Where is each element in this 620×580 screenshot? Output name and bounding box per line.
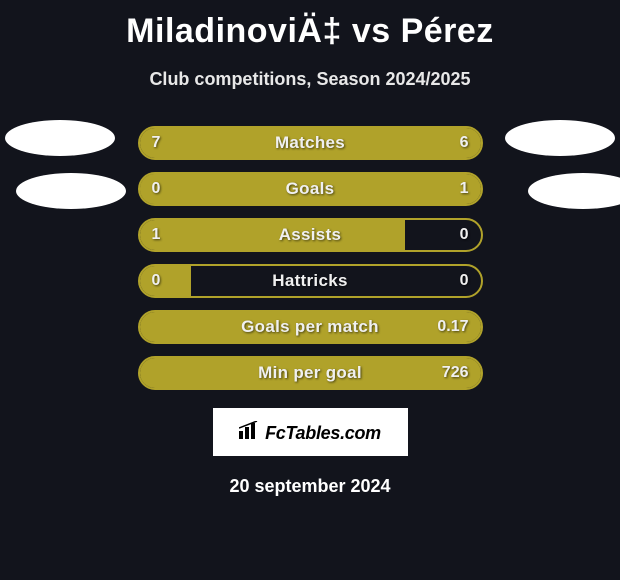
stat-label: Goals	[286, 179, 335, 199]
comparison-title: MiladinoviÄ‡ vs Pérez	[0, 0, 620, 51]
club-badge-left-2	[16, 173, 126, 209]
stat-value-right: 6	[460, 134, 469, 152]
stat-fill-right	[324, 128, 481, 158]
stat-label: Matches	[275, 133, 345, 153]
stat-value-right: 0	[460, 272, 469, 290]
stat-fill-left	[140, 266, 191, 296]
stat-row-assists: 1 Assists 0	[138, 218, 483, 252]
stat-fill-left	[140, 220, 406, 250]
stat-row-min-per-goal: Min per goal 726	[138, 356, 483, 390]
stat-value-right: 0	[460, 226, 469, 244]
logo-text: FcTables.com	[239, 421, 381, 444]
stat-row-goals-per-match: Goals per match 0.17	[138, 310, 483, 344]
stat-row-goals: 0 Goals 1	[138, 172, 483, 206]
club-badge-right-1	[505, 120, 615, 156]
comparison-date: 20 september 2024	[0, 476, 620, 497]
stat-value-left: 7	[152, 134, 161, 152]
stat-label: Min per goal	[258, 363, 362, 383]
logo-box: FcTables.com	[213, 408, 408, 456]
stat-label: Assists	[279, 225, 342, 245]
stat-label: Hattricks	[272, 271, 347, 291]
stat-value-right: 0.17	[437, 318, 468, 336]
chart-icon	[239, 421, 261, 444]
stats-container: 7 Matches 6 0 Goals 1 1 Assists 0 0 Hatt…	[0, 126, 620, 390]
logo-label: FcTables.com	[265, 423, 381, 443]
comparison-subtitle: Club competitions, Season 2024/2025	[0, 69, 620, 90]
stat-value-left: 1	[152, 226, 161, 244]
stat-value-left: 0	[152, 180, 161, 198]
stat-label: Goals per match	[241, 317, 379, 337]
stat-row-hattricks: 0 Hattricks 0	[138, 264, 483, 298]
stat-row-matches: 7 Matches 6	[138, 126, 483, 160]
stat-value-right: 726	[442, 364, 469, 382]
stat-value-right: 1	[460, 180, 469, 198]
stat-value-left: 0	[152, 272, 161, 290]
club-badge-left-1	[5, 120, 115, 156]
